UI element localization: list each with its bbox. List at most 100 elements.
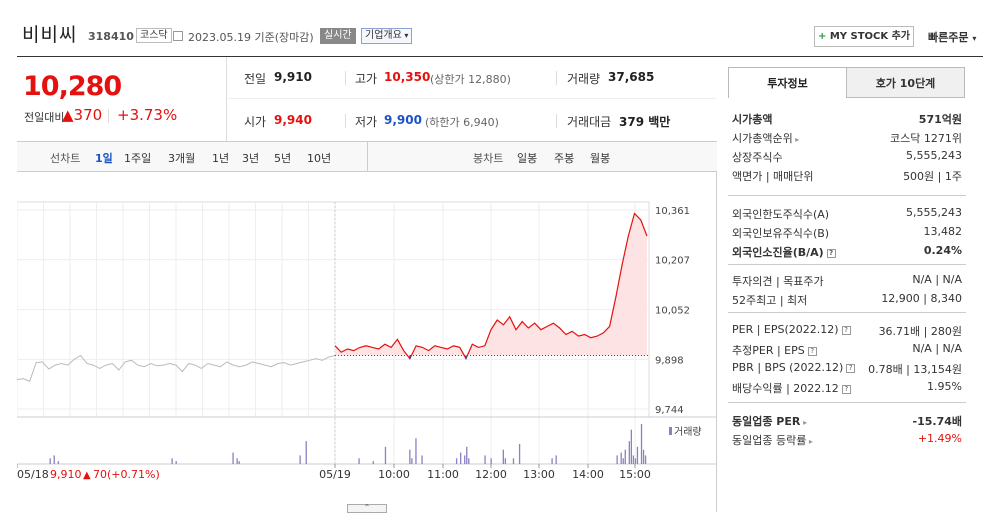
collapse-chart-button[interactable]: ⌃ <box>347 504 387 513</box>
volume-bar <box>620 452 622 464</box>
diff-amount: 370 <box>73 106 103 124</box>
volume-bar <box>175 461 177 464</box>
invest-info-value: 13,482 <box>923 225 963 238</box>
y-tick-label: 10,207 <box>655 256 690 267</box>
divider <box>556 114 557 128</box>
invest-info-row[interactable]: 시가총액순위 ▸ 코스닥 1271위 <box>732 130 962 149</box>
tab-period-1d[interactable]: 1일 <box>95 152 113 165</box>
help-icon[interactable]: ? <box>841 385 851 394</box>
invest-info-row: PER | EPS(2022.12)? 36.71배 | 280원 <box>732 323 962 342</box>
x-tick-label: 15:00 <box>619 468 651 481</box>
divider <box>728 312 966 313</box>
invest-info-key: 52주최고 | 최저 <box>732 292 807 308</box>
invest-info-key-text: 외국인한도주식수(A) <box>732 208 830 221</box>
invest-info-value: N/A | N/A <box>912 342 962 355</box>
volume-bar <box>630 429 633 464</box>
invest-info-key-text: 액면가 | 매매단위 <box>732 170 814 183</box>
volume-bar <box>628 441 630 464</box>
price-summary: 10,280 전일대비 ▲370 +3.73% <box>17 57 227 141</box>
add-mystock-button[interactable]: + MY STOCK 추가 <box>814 26 914 47</box>
chart-tabs: 선차트 1일 1주일 3개월 1년 3년 5년 10년 봉차트 일봉 주봉 월봉 <box>17 142 717 172</box>
chevron-up-icon: ⌃ <box>363 503 371 512</box>
today-area <box>335 213 647 356</box>
invest-info-key-text: 상장주식수 <box>732 151 783 164</box>
y-tick-label: 9,898 <box>655 355 684 366</box>
invest-info-value: +1.49% <box>917 432 962 445</box>
tab-period-3y[interactable]: 3년 <box>242 152 260 165</box>
tab-period-5y[interactable]: 5년 <box>274 152 292 165</box>
tab-candle-daily[interactable]: 일봉 <box>517 152 538 165</box>
divider <box>728 402 966 403</box>
tab-period-1w[interactable]: 1주일 <box>124 152 152 165</box>
tab-candle-monthly[interactable]: 월봉 <box>590 152 611 165</box>
tab-invest-info[interactable]: 투자정보 <box>728 67 847 98</box>
volume-bar <box>57 461 59 464</box>
quick-order-link[interactable]: 빠른주문 ▾ <box>928 29 976 45</box>
volume-label: 거래량 <box>567 72 601 86</box>
volume-bar <box>624 449 626 464</box>
diff-percent: +3.73% <box>117 106 178 124</box>
open-label: 시가 <box>244 115 267 129</box>
divider <box>728 195 966 196</box>
chevron-right-icon: ▸ <box>792 135 800 144</box>
prev-close-value: 9,910 <box>274 70 312 84</box>
invest-info-row[interactable]: 동일업종 PER ▸ -15.74배 <box>732 413 962 432</box>
volume-bar <box>551 458 553 464</box>
invest-info-key: 동일업종 PER ▸ <box>732 413 807 429</box>
x-tick-label: 14:00 <box>572 468 604 481</box>
stock-code: 318410 <box>88 30 134 43</box>
company-overview-button[interactable]: 기업개요 ▾ <box>361 28 413 44</box>
invest-info-key: 시가총액순위 ▸ <box>732 130 799 146</box>
price-chart[interactable]: 10,361 10,207 10,052 9,898 9,744 거래량 05/19 10:0… <box>16 172 717 512</box>
volume-bar <box>468 458 470 464</box>
invest-info-row: 상장주식수 5,555,243 <box>732 149 962 168</box>
volume-bar <box>305 441 307 464</box>
volume-bar <box>372 461 374 464</box>
help-icon[interactable]: ? <box>807 347 817 356</box>
invest-info-key: 액면가 | 매매단위 <box>732 168 814 184</box>
help-icon[interactable]: ? <box>826 249 836 258</box>
invest-info-key: 상장주식수 <box>732 149 783 165</box>
invest-info-key-text: 52주최고 | 최저 <box>732 294 808 307</box>
invest-info-row[interactable]: 동일업종 등락률 ▸ +1.49% <box>732 432 962 451</box>
volume-bar <box>512 458 515 464</box>
invest-info-value: 0.24% <box>923 244 962 257</box>
volume-bar <box>236 458 238 464</box>
prev-day-date: 05/18 <box>17 468 49 481</box>
tab-candle-weekly[interactable]: 주봉 <box>554 152 575 165</box>
help-icon[interactable]: ? <box>846 364 856 373</box>
invest-info-panel: 투자정보 호가 10단계 시가총액 571억원 시가총액순위 ▸ 코스닥 1271위 상… <box>728 67 966 457</box>
price-chart-svg: 10,361 10,207 10,052 9,898 9,744 거래량 05/19 10:0… <box>16 201 717 481</box>
chevron-down-icon: ▾ <box>401 31 409 40</box>
invest-info-key-text: 동일업종 PER <box>732 415 801 428</box>
tab-hoga-10[interactable]: 호가 10단계 <box>846 67 965 98</box>
volume-bar <box>49 458 51 464</box>
volume-bar <box>555 455 557 464</box>
invest-info-value: 12,900 | 8,340 <box>881 292 962 305</box>
invest-info-row: 배당수익률 | 2022.12? 1.95% <box>732 380 962 399</box>
x-tick-label: 10:00 <box>378 468 410 481</box>
high-label: 고가 <box>355 72 378 86</box>
invest-info-key: 외국인한도주식수(A) <box>732 206 829 222</box>
x-tick-label: 13:00 <box>523 468 555 481</box>
invest-info-key: 투자의견 | 목표주가 <box>732 273 824 289</box>
prev-day-change: 70 <box>93 468 107 481</box>
header-divider <box>17 56 983 57</box>
x-tick-label: 05/19 <box>319 468 351 481</box>
invest-info-key: 동일업종 등락률 ▸ <box>732 432 813 448</box>
volume-bar <box>504 458 507 464</box>
tab-period-1y[interactable]: 1년 <box>212 152 230 165</box>
volume-bar <box>455 458 458 464</box>
invest-info-key-text: PBR | BPS (2022.12) <box>732 361 844 374</box>
realtime-button[interactable]: 실시간 <box>320 28 356 44</box>
volume-bar <box>636 446 639 464</box>
invest-info-key: 외국인보유주식수(B) <box>732 225 829 241</box>
invest-info-value: 5,555,243 <box>906 149 962 162</box>
invest-info-value: 500원 | 1주 <box>903 170 962 183</box>
invest-info-row: 외국인한도주식수(A) 5,555,243 <box>732 206 962 225</box>
tab-period-3m[interactable]: 3개월 <box>168 152 196 165</box>
low-value: 9,900 <box>384 113 422 127</box>
date-text: 2023.05.19 기준(장마감) <box>188 31 314 44</box>
tab-period-10y[interactable]: 10년 <box>307 152 332 165</box>
help-icon[interactable]: ? <box>841 326 851 335</box>
